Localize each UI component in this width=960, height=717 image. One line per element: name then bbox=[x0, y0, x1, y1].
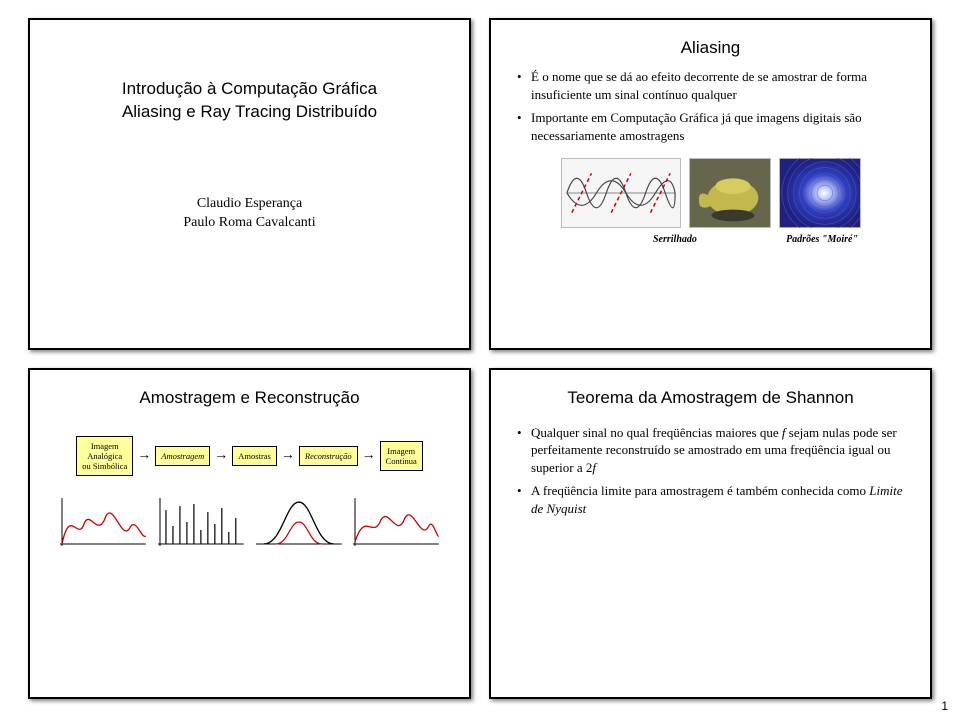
sampling-title: Amostragem e Reconstrução bbox=[52, 388, 447, 408]
pipe-reconstruction: Reconstrução bbox=[299, 446, 358, 466]
pipe-samples: Amostras bbox=[232, 446, 277, 466]
signal-filter bbox=[254, 496, 344, 548]
thumb-moire bbox=[779, 158, 861, 228]
arrow-icon: → bbox=[281, 449, 295, 463]
slide-sampling: Amostragem e Reconstrução Imagem Analógi… bbox=[28, 368, 471, 700]
signal-original bbox=[58, 496, 148, 548]
shannon-bullet-2: A freqüência limite para amostragem é ta… bbox=[517, 482, 908, 517]
aliasing-title: Aliasing bbox=[513, 38, 908, 58]
signal-reconstructed bbox=[351, 496, 441, 548]
slide-aliasing: Aliasing É o nome que se dá ao efeito de… bbox=[489, 18, 932, 350]
signal-samples bbox=[156, 496, 246, 548]
author2: Paulo Roma Cavalcanti bbox=[183, 215, 315, 230]
thumb-wave bbox=[561, 158, 681, 228]
thumbnail-row bbox=[513, 158, 908, 228]
pipe-output: Imagem Contínua bbox=[380, 441, 423, 471]
pipe-sampling: Amostragem bbox=[155, 446, 210, 466]
aliasing-bullets: É o nome que se dá ao efeito decorrente … bbox=[513, 68, 908, 144]
pipe-input-l3: ou Simbólica bbox=[82, 461, 127, 471]
shannon-bullet-1: Qualquer sinal no qual freqüências maior… bbox=[517, 424, 908, 477]
aliasing-bullet-2: Importante em Computação Gráfica já que … bbox=[517, 109, 908, 144]
pipe-input-l1: Imagem bbox=[91, 441, 119, 451]
page-number: 1 bbox=[941, 699, 948, 713]
shannon-title: Teorema da Amostragem de Shannon bbox=[513, 388, 908, 408]
caption-moire: Padrões "Moiré" bbox=[786, 234, 888, 245]
aliasing-bullet-1: É o nome que se dá ao efeito decorrente … bbox=[517, 68, 908, 103]
shannon-bullets: Qualquer sinal no qual freqüências maior… bbox=[513, 424, 908, 518]
pipe-input-l2: Analógica bbox=[87, 451, 122, 461]
caption-serrilhado: Serrilhado bbox=[653, 234, 697, 245]
b2-pre: A freqüência limite para amostragem é ta… bbox=[531, 483, 869, 498]
arrow-icon: → bbox=[137, 449, 151, 463]
b1-f2: f bbox=[592, 460, 596, 475]
intro-line2: Aliasing e Ray Tracing Distribuído bbox=[122, 102, 377, 121]
pipe-output-l1: Imagem bbox=[387, 446, 415, 456]
authors: Claudio Esperança Paulo Roma Cavalcanti bbox=[52, 194, 447, 233]
caption-row: Serrilhado Padrões "Moiré" bbox=[513, 228, 908, 245]
pipe-input: Imagem Analógica ou Simbólica bbox=[76, 436, 133, 477]
arrow-icon: → bbox=[214, 449, 228, 463]
slide-shannon: Teorema da Amostragem de Shannon Qualque… bbox=[489, 368, 932, 700]
intro-line1: Introdução à Computação Gráfica bbox=[122, 79, 377, 98]
pipe-output-l2: Contínua bbox=[386, 456, 417, 466]
thumb-teapot bbox=[689, 158, 771, 228]
b1-pre: Qualquer sinal no qual freqüências maior… bbox=[531, 425, 782, 440]
arrow-icon: → bbox=[362, 449, 376, 463]
intro-title: Introdução à Computação Gráfica Aliasing… bbox=[52, 78, 447, 124]
signal-row bbox=[52, 496, 447, 548]
slide-intro: Introdução à Computação Gráfica Aliasing… bbox=[28, 18, 471, 350]
pipeline: Imagem Analógica ou Simbólica → Amostrag… bbox=[52, 436, 447, 477]
author1: Claudio Esperança bbox=[197, 196, 302, 211]
